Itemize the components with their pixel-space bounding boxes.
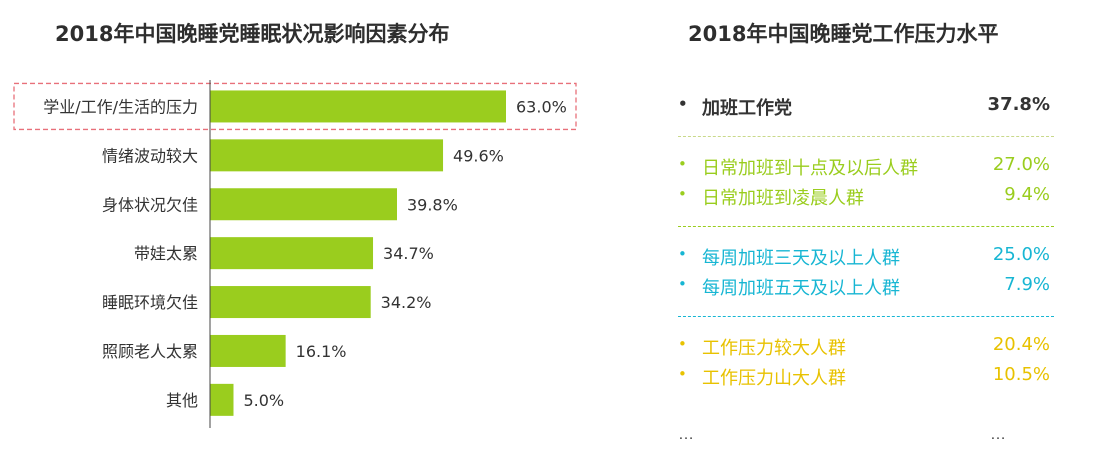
value-label: 34.2% [381,293,432,312]
bullet-icon: • [678,365,687,383]
group-separator [678,316,1054,317]
highlight-box [13,82,577,131]
stress-item-label: 每周加班三天及以上人群 [702,248,900,269]
bullet-icon: • [678,185,687,203]
bar [210,188,397,221]
left-chart-title: 2018年中国晚睡党睡眠状况影响因素分布 [55,22,450,46]
category-label: 带娃太累 [134,244,198,263]
stress-item-label: 工作压力较大人群 [702,338,846,359]
category-label: 照顾老人太累 [102,342,198,361]
ellipsis-left: … [678,426,694,443]
value-label: 49.6% [453,146,504,165]
value-label: 5.0% [243,391,284,410]
category-label: 身体状况欠佳 [102,195,198,214]
bullet-icon: • [678,335,687,353]
stress-item: • 工作压力山大人群 10.5% [660,364,1060,389]
category-label: 其他 [166,391,198,410]
value-label: 34.7% [383,244,434,263]
stress-item: • 日常加班到十点及以后人群 27.0% [660,154,1060,179]
bullet-icon: • [678,95,688,113]
stress-item-label: 加班工作党 [702,98,792,119]
bar [210,334,286,367]
bullet-icon: • [678,245,687,263]
stress-item: • 每周加班五天及以上人群 7.9% [660,274,1060,299]
bullet-icon: • [678,275,687,293]
stress-item-label: 日常加班到十点及以后人群 [702,158,918,179]
bar-chart: 学业/工作/生活的压力 63.0% 情绪波动较大 49.6% 身体状况欠佳 39.8% 带娃… [13,80,577,428]
stress-item-value: 20.4% [992,334,1050,355]
bar [210,286,371,319]
stress-item-label: 每周加班五天及以上人群 [702,278,900,299]
stress-item: • 加班工作党 37.8% [660,94,1060,119]
stress-item: • 工作压力较大人群 20.4% [660,334,1060,359]
bar [210,90,506,123]
category-label: 情绪波动较大 [102,146,198,165]
stress-item-value: 25.0% [992,244,1050,265]
stress-item-value: 27.0% [992,154,1050,175]
bar [210,383,234,416]
stress-item-value: 10.5% [992,364,1050,385]
stress-item: • 日常加班到凌晨人群 9.4% [660,184,1060,209]
value-label: 39.8% [407,195,458,214]
stress-item-label: 工作压力山大人群 [702,368,846,389]
category-label: 睡眠环境欠佳 [102,293,198,312]
value-label: 16.1% [296,342,347,361]
bar [210,237,374,270]
stress-item-value: 37.8% [987,94,1050,115]
value-label: 63.0% [516,97,567,116]
group-separator [678,136,1054,137]
stress-item: • 每周加班三天及以上人群 25.0% [660,244,1060,269]
bullet-icon: • [678,155,687,173]
right-panel-title: 2018年中国晚睡党工作压力水平 [688,22,999,46]
stress-item-value: 7.9% [1004,274,1050,295]
bar [210,139,444,172]
ellipsis-right: … [990,426,1006,443]
category-label: 学业/工作/生活的压力 [43,97,198,116]
group-separator [678,226,1054,227]
stress-item-label: 日常加班到凌晨人群 [702,188,864,209]
stress-item-value: 9.4% [1004,184,1050,205]
